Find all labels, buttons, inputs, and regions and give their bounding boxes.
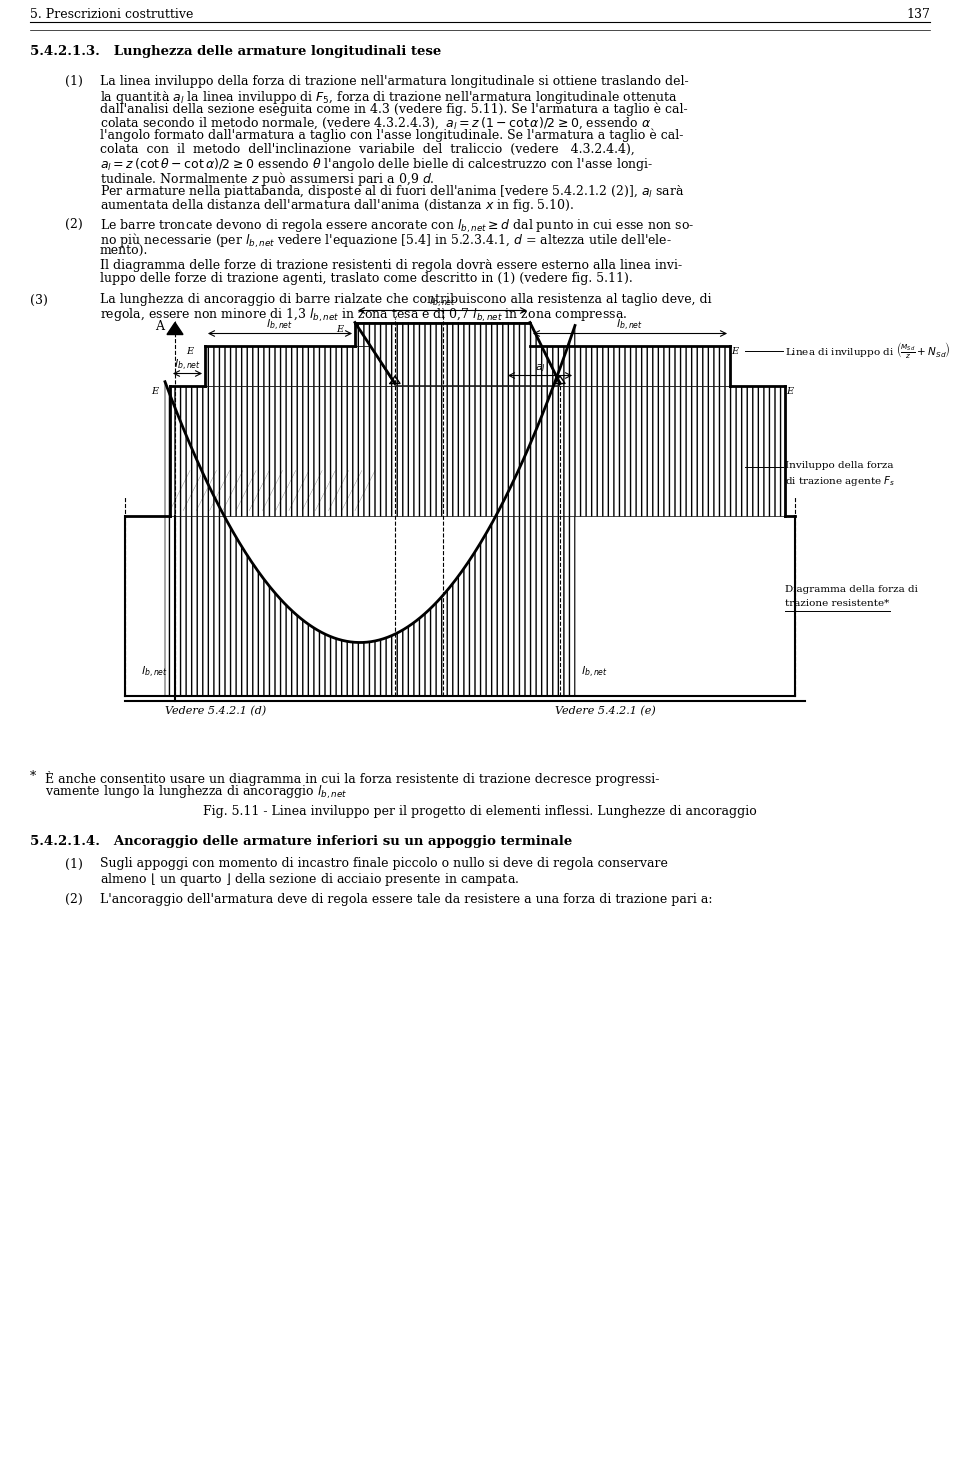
Text: Le barre troncate devono di regola essere ancorate con $l_{b,net}\geq d$ dal pun: Le barre troncate devono di regola esser… [100,218,694,236]
Text: E: E [732,347,738,356]
Text: di trazione agente $F_s$: di trazione agente $F_s$ [785,473,896,488]
Bar [170,385,785,516]
Text: mento).: mento). [100,245,149,258]
Text: Sugli appoggi con momento di incastro finale piccolo o nullo si deve di regola c: Sugli appoggi con momento di incastro fi… [100,857,668,870]
Text: Vedere 5.4.2.1 (e): Vedere 5.4.2.1 (e) [555,706,656,716]
Text: colata  con  il  metodo  dell'inclinazione  variabile  del  traliccio  (vedere  : colata con il metodo dell'inclinazione v… [100,142,635,155]
Text: luppo delle forze di trazione agenti, traslato come descritto in (1) (vedere fig: luppo delle forze di trazione agenti, tr… [100,272,633,286]
Text: aumentata della distanza dell'armatura dall'anima (distanza $x$ in fig. 5.10).: aumentata della distanza dell'armatura d… [100,196,574,214]
Polygon shape [165,325,575,696]
Bar [355,322,530,346]
Text: *: * [30,771,36,784]
Text: $l_{b,net}$: $l_{b,net}$ [267,318,294,333]
Text: $a_l$: $a_l$ [535,362,545,374]
Text: Inviluppo della forza: Inviluppo della forza [785,460,894,469]
Text: (2): (2) [65,218,83,231]
Text: 137: 137 [906,7,930,21]
Text: tudinale. Normalmente $z$ può assumersi pari a 0,9 $d$.: tudinale. Normalmente $z$ può assumersi … [100,170,435,188]
Text: l'angolo formato dall'armatura a taglio con l'asse longitudinale. Se l'armatura : l'angolo formato dall'armatura a taglio … [100,129,684,142]
Text: Diagramma della forza di: Diagramma della forza di [785,586,918,595]
Text: 5.4.2.1.3.   Lunghezza delle armature longitudinali tese: 5.4.2.1.3. Lunghezza delle armature long… [30,45,442,59]
Text: Per armature nella piattabanda, disposte al di fuori dell'anima [vedere 5.4.2.1.: Per armature nella piattabanda, disposte… [100,183,684,201]
Text: $l_{b,net}$: $l_{b,net}$ [582,665,609,680]
Text: (1): (1) [65,75,83,88]
Text: $a_l = z\,(\cot\theta - \cot\alpha)/2\geq 0$ essendo $\theta$ l'angolo delle bie: $a_l = z\,(\cot\theta - \cot\alpha)/2\ge… [100,155,653,173]
Text: (3): (3) [30,293,48,306]
Text: La lunghezza di ancoraggio di barre rialzate che contribuiscono alla resistenza : La lunghezza di ancoraggio di barre rial… [100,293,711,306]
Text: Linea di inviluppo di $\left(\frac{M_{Sd}}{z}+N_{Sd}\right)$: Linea di inviluppo di $\left(\frac{M_{Sd… [785,340,950,360]
Text: colata secondo il metodo normale, (vedere 4.3.2.4.3),  $a_l = z\,(1-\cot\alpha)/: colata secondo il metodo normale, (veder… [100,116,651,130]
Text: È anche consentito usare un diagramma in cui la forza resistente di trazione dec: È anche consentito usare un diagramma in… [45,771,660,785]
Text: no più necessarie (per $l_{b,net}$ vedere l'equazione [5.4] in 5.2.3.4.1, $d$ = : no più necessarie (per $l_{b,net}$ veder… [100,231,672,249]
Text: $l_{b,net}$: $l_{b,net}$ [616,318,643,333]
Text: almeno $\lfloor$ un quarto $\rfloor$ della sezione di acciaio presente in campat: almeno $\lfloor$ un quarto $\rfloor$ del… [100,872,519,888]
Text: $l_{b,net}$: $l_{b,net}$ [174,357,201,372]
Polygon shape [355,322,560,385]
Text: trazione resistente*: trazione resistente* [785,599,889,608]
Text: vamente lungo la lunghezza di ancoraggio $l_{b,net}$: vamente lungo la lunghezza di ancoraggio… [45,784,348,801]
Text: L'ancoraggio dell'armatura deve di regola essere tale da resistere a una forza d: L'ancoraggio dell'armatura deve di regol… [100,892,712,905]
Text: (2): (2) [65,892,83,905]
Text: E: E [152,388,158,397]
Text: Il diagramma delle forze di trazione resistenti di regola dovrà essere esterno a: Il diagramma delle forze di trazione res… [100,258,683,271]
Text: la quantità $a_l$ la linea inviluppo di $F_5$, forza di trazione nell'armatura l: la quantità $a_l$ la linea inviluppo di … [100,88,678,105]
Text: E: E [186,347,194,356]
Text: dall'analisi della sezione eseguita come in 4.3 (vedere fig. 5.11). Se l'armatur: dall'analisi della sezione eseguita come… [100,103,687,116]
Text: 5. Prescrizioni costruttive: 5. Prescrizioni costruttive [30,7,193,21]
Text: E: E [336,325,344,334]
Polygon shape [167,322,183,334]
Text: A: A [156,319,164,333]
Text: regola, essere non minore di 1,3 $l_{b,net}$ in zona tesa e di 0,7 $l_{b,net}$ i: regola, essere non minore di 1,3 $l_{b,n… [100,308,627,324]
Text: Fig. 5.11 - Linea inviluppo per il progetto di elementi inflessi. Lunghezze di a: Fig. 5.11 - Linea inviluppo per il proge… [204,806,756,819]
Text: Vedere 5.4.2.1 (d): Vedere 5.4.2.1 (d) [165,706,266,716]
Text: $l_{b,net}$: $l_{b,net}$ [141,665,169,680]
Text: La linea inviluppo della forza di trazione nell'armatura longitudinale si ottien: La linea inviluppo della forza di trazio… [100,75,688,88]
Bar [205,346,730,385]
Text: 5.4.2.1.4.   Ancoraggio delle armature inferiori su un appoggio terminale: 5.4.2.1.4. Ancoraggio delle armature inf… [30,835,572,848]
Text: $l_{b,net}$: $l_{b,net}$ [429,294,456,309]
Text: (1): (1) [65,857,83,870]
Text: E: E [786,388,794,397]
